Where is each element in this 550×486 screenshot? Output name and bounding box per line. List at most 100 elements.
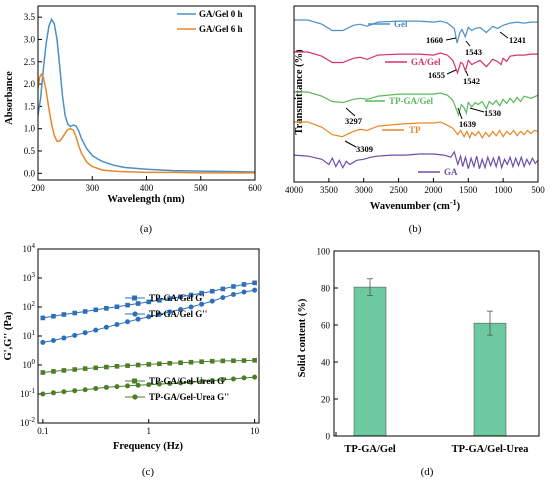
- y-tick-label: 10-1: [20, 387, 35, 399]
- panel-c-xlabel: Frequency (Hz): [113, 441, 184, 452]
- x-tick-label: 600: [248, 183, 262, 193]
- data-point: [220, 358, 226, 364]
- panel-c-legend-label-0: TP-GA/Gel G': [149, 293, 205, 303]
- data-point: [220, 295, 226, 301]
- x-tick-label: 2000: [424, 185, 443, 195]
- y-tick-label: 80: [321, 284, 331, 294]
- data-point: [135, 316, 141, 322]
- data-point: [135, 382, 141, 388]
- data-point: [156, 311, 162, 317]
- data-point: [252, 374, 258, 380]
- x-tick-label: 2500: [390, 185, 409, 195]
- panel-b-label-ga-gel: GA/Gel: [411, 57, 441, 67]
- data-point: [93, 307, 99, 313]
- data-point: [61, 312, 67, 317]
- y-tick-label: 20: [321, 395, 331, 405]
- data-point: [125, 383, 131, 389]
- data-point: [178, 294, 183, 300]
- y-tick-label: 0.5: [24, 146, 36, 156]
- panel-a-ylabel: Absorbance: [4, 71, 15, 125]
- data-point: [114, 321, 120, 327]
- data-point: [72, 367, 78, 372]
- data-point: [61, 335, 67, 341]
- y-tick-label: 1.5: [24, 101, 36, 111]
- data-point: [156, 381, 162, 387]
- data-point: [51, 369, 56, 374]
- y-tick-label: 0.0: [24, 168, 36, 178]
- data-point: [125, 319, 131, 325]
- bar: [473, 322, 507, 437]
- y-tick-label: 0: [326, 432, 331, 442]
- panel-d-solid-content-chart: Solid content (%) (d) 0 20 40 60 80 100 TP-GA…: [297, 247, 540, 478]
- panel-b-xlabel: Wavenumber (cm-1): [370, 198, 461, 212]
- data-point: [167, 296, 173, 301]
- y-tick-label: 3.0: [24, 34, 36, 44]
- data-point: [125, 363, 130, 368]
- x-tick-label: 1000: [494, 185, 513, 195]
- data-point: [93, 327, 99, 333]
- data-point: [252, 280, 257, 286]
- panel-c-legend-label-2: TP-GA/Gel-Urea G': [149, 376, 227, 386]
- bar: [353, 286, 387, 437]
- data-point: [82, 309, 88, 314]
- y-tick-label: 102: [23, 300, 36, 312]
- x-tick-label: 300: [86, 183, 100, 193]
- data-point: [157, 361, 162, 367]
- x-tick-label: 0.1: [37, 426, 48, 436]
- data-point: [188, 292, 194, 298]
- data-point: [61, 389, 67, 395]
- data-point: [40, 315, 46, 321]
- data-point: [93, 365, 99, 371]
- x-tick-label: 4000: [285, 185, 304, 195]
- y-tick-label: 100: [23, 358, 36, 370]
- data-point: [188, 359, 194, 365]
- data-point: [241, 289, 247, 295]
- y-tick-label: 101: [23, 329, 36, 341]
- data-point: [50, 390, 56, 396]
- data-point: [252, 358, 257, 363]
- panel-c-frame: [37, 248, 260, 424]
- panel-c-rheology-chart: G',G'' (Pa) Frequency (Hz) (c) 0.1 1 10 10-…: [3, 242, 260, 478]
- x-tick-label: 10: [250, 426, 260, 436]
- panel-a-xlabel: Wavelength (nm): [107, 194, 185, 205]
- x-tick-label: 200: [31, 183, 45, 193]
- data-point: [199, 290, 204, 296]
- peak-label: 1660: [426, 35, 443, 45]
- panel-a-frame: [37, 5, 256, 181]
- data-point: [157, 298, 162, 303]
- data-point: [188, 379, 194, 385]
- data-point: [103, 324, 109, 330]
- data-point: [72, 332, 78, 338]
- panel-b-ftir-chart: Transmittance (%) Wavenumber (cm-1) (b) …: [285, 5, 545, 235]
- panel-c-legend-label-3: TP-GA/Gel-Urea G'': [149, 392, 229, 402]
- y-tick-label: 100: [317, 247, 331, 257]
- panel-b-series-labels: Gel GA/Gel TP-GA/Gel TP GA: [365, 19, 458, 177]
- data-point: [167, 309, 173, 315]
- data-point: [72, 388, 78, 394]
- panel-b-peak-annotations: 1660 1543 1241 1655 1542 3297 1639 1530 …: [344, 31, 526, 154]
- peak-label: 1543: [465, 47, 482, 57]
- data-point: [82, 366, 88, 371]
- data-point: [199, 359, 204, 364]
- data-point: [231, 284, 236, 289]
- data-point: [252, 287, 258, 293]
- y-tick-label: 1.0: [24, 124, 36, 134]
- x-tick-label: 500: [194, 183, 208, 193]
- data-point: [209, 298, 215, 304]
- peak-label: 3297: [345, 116, 363, 126]
- panel-d-category-1: TP-GA/Gel-Urea: [452, 444, 530, 455]
- data-point: [199, 301, 205, 307]
- data-point: [209, 378, 215, 384]
- data-point: [146, 362, 152, 367]
- y-tick-label: 104: [23, 242, 36, 254]
- data-point: [241, 375, 247, 381]
- peak-label: 1542: [463, 76, 480, 86]
- peak-label: 1241: [509, 35, 526, 45]
- panel-b-label-gel: Gel: [394, 19, 408, 29]
- data-point: [40, 339, 46, 345]
- data-point: [40, 391, 46, 397]
- y-tick-label: 40: [321, 358, 331, 368]
- data-point: [178, 360, 183, 366]
- data-point: [103, 384, 109, 390]
